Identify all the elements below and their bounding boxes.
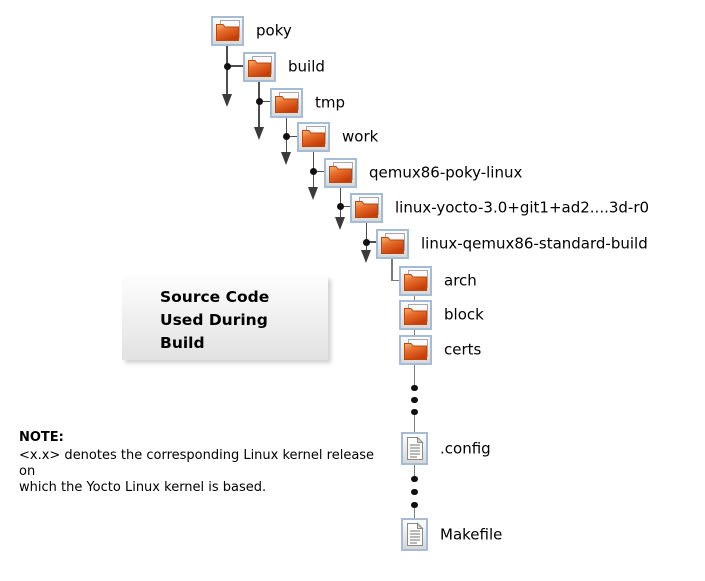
down-arrow-icon [361,250,371,263]
folder-icon [297,122,330,156]
connector-vertical-line [391,259,393,281]
ellipsis-dot [411,501,418,509]
tree-node-label: work [342,127,379,146]
junction-dot [283,133,290,140]
down-arrow-icon [281,152,291,165]
connector-vertical-line [226,46,228,95]
down-arrow-icon [253,127,264,140]
connector-vertical-line [413,330,416,335]
tree-node-label: Makefile [440,525,503,543]
ellipsis-dot [411,384,418,392]
title-box: Source Code Used During Build [122,276,328,360]
down-arrow-icon [221,94,232,107]
folder-icon [270,88,303,122]
tree-node-label: certs [444,340,482,359]
connector-horizontal-line [286,135,297,138]
folder-icon [399,266,432,300]
connector-horizontal-line [366,241,376,243]
junction-dot [223,62,231,70]
title-box-line: Used During [160,311,268,329]
connector-horizontal-line [259,100,270,103]
connector-vertical-line [339,188,342,217]
title-box-line: Build [160,334,205,352]
folder-icon [399,335,432,369]
ellipsis-dot [411,408,418,416]
ellipsis-dot [411,488,418,496]
ellipsis-dot [411,396,418,404]
down-arrow-icon [308,187,318,200]
down-arrow-icon [335,217,345,230]
folder-icon [243,52,276,86]
connector-vertical-line [413,296,416,300]
connector-horizontal-line [340,205,350,208]
file-icon [401,518,428,555]
folder-icon [211,16,244,50]
note-line: which the Yocto Linux kernel is based. [19,480,267,495]
folder-icon [399,300,432,334]
tree-node-label: linux-qemux86-standard-build [421,234,648,253]
folder-icon [376,229,409,263]
tree-node-label: .config [440,439,491,457]
tree-node-label: linux-yocto-3.0+git1+ad2....3d-r0 [395,198,650,217]
connector-vertical-line [413,508,416,518]
tree-node-label: poky [256,21,292,40]
note-heading: NOTE: [19,430,64,445]
note-line: <x.x> denotes the corresponding Linux ke… [19,448,375,479]
note: NOTE: <x.x> denotes the corresponding Li… [19,430,381,496]
junction-dot [337,203,344,210]
tree-node-label: tmp [315,93,346,112]
connector-vertical-line [365,223,368,250]
junction-dot [363,238,370,246]
tree-node-label: block [444,305,484,324]
connector-horizontal-line [392,279,399,282]
connector-horizontal-line [313,170,324,173]
connector-vertical-line [413,415,416,432]
junction-dot [255,98,263,105]
tree-node-label: arch [444,271,477,290]
tree-node-label: qemux86-poky-linux [369,163,523,182]
junction-dot [310,168,317,175]
connector-horizontal-line [227,65,243,67]
connector-vertical-line [413,365,416,385]
folder-icon [350,193,383,227]
folder-icon [324,158,357,192]
connector-vertical-line [413,465,416,476]
tree-node-label: build [288,57,325,76]
title-box-line: Source Code [160,288,270,306]
ellipsis-dot [411,475,418,483]
file-icon [401,432,428,469]
